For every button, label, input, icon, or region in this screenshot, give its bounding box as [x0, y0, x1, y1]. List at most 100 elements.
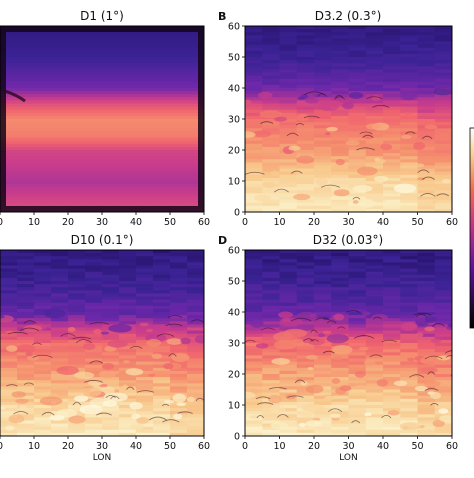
heatmap-cell: [102, 100, 120, 105]
heatmap-cell: [314, 259, 332, 263]
heatmap-cell: [153, 171, 171, 176]
heatmap-cell: [262, 72, 281, 77]
heatmap-cell: [136, 122, 154, 126]
heatmap-cell: [136, 336, 154, 341]
heatmap-cell: [279, 420, 298, 425]
heatmap-cell: [119, 47, 137, 52]
heatmap-cell: [68, 202, 86, 207]
heatmap-cell: [153, 60, 171, 64]
heatmap-cell: [314, 50, 332, 55]
eddy-filament: [422, 176, 435, 180]
heatmap-cell: [348, 84, 367, 89]
heatmap-cell: [331, 153, 350, 157]
heatmap-cell: [434, 199, 452, 204]
heatmap-cell: [365, 383, 384, 387]
heatmap-cell: [102, 44, 120, 49]
heatmap-cell: [187, 41, 204, 46]
heatmap-cell: [170, 38, 188, 43]
heatmap-cell: [119, 389, 137, 394]
heatmap-cell: [153, 140, 171, 145]
heatmap-cell: [348, 259, 367, 263]
heatmap-cell: [348, 405, 367, 409]
heatmap-cell: [17, 171, 35, 176]
heatmap-cell: [383, 423, 401, 428]
heatmap-cell: [34, 312, 52, 316]
heatmap-cell: [279, 112, 298, 117]
heatmap-cell: [102, 284, 120, 288]
x-tick-label: 10: [273, 217, 285, 228]
heatmap-cell: [262, 187, 281, 191]
heatmap-cell: [279, 106, 298, 111]
heatmap-cell: [262, 174, 281, 179]
heatmap-cell: [262, 78, 281, 83]
heatmap-cell: [153, 330, 171, 335]
heatmap-cell: [102, 50, 120, 55]
heatmap-cell: [34, 91, 52, 95]
heatmap-cell: [153, 193, 171, 198]
heatmap-cell: [383, 137, 401, 142]
heatmap-cell: [17, 119, 35, 123]
heatmap-cell: [331, 196, 350, 201]
heatmap-cell: [119, 268, 137, 273]
heatmap-cell: [0, 60, 18, 64]
heatmap-cell: [136, 75, 154, 80]
heatmap-cell: [153, 290, 171, 294]
heatmap-cell: [365, 174, 384, 179]
heatmap-cell: [170, 386, 188, 391]
heatmap-cell: [296, 63, 315, 67]
heatmap-cell: [153, 417, 171, 422]
heatmap-cell: [34, 53, 52, 58]
heatmap-cell: [153, 395, 171, 400]
heatmap-cell: [170, 162, 188, 167]
heatmap-cell: [365, 370, 384, 375]
heatmap-cell: [102, 429, 120, 434]
heatmap-cell: [331, 150, 350, 154]
heatmap-cell: [434, 171, 452, 176]
eddy-mark: [355, 384, 366, 389]
heatmap-cell: [170, 63, 188, 67]
heatmap-cell: [119, 150, 137, 154]
eddy-mark: [326, 126, 338, 132]
heatmap-cell: [365, 128, 384, 132]
heatmap-cell: [296, 432, 315, 436]
heatmap-cell: [245, 208, 263, 212]
heatmap-cell: [417, 290, 436, 294]
heatmap-cell: [296, 109, 315, 114]
heatmap-cell: [17, 94, 35, 98]
heatmap-cell: [153, 265, 171, 270]
heatmap-cell: [417, 346, 436, 350]
heatmap-cell: [383, 57, 401, 61]
heatmap-cell: [51, 128, 69, 132]
heatmap-cell: [170, 91, 188, 95]
heatmap-cell: [187, 128, 204, 132]
heatmap-cell: [296, 208, 315, 212]
heatmap-cell: [365, 386, 384, 391]
heatmap-cell: [331, 361, 350, 366]
heatmap-cell: [348, 174, 367, 179]
heatmap-cell: [400, 395, 419, 400]
eddy-mark: [271, 357, 291, 365]
heatmap-cell: [383, 281, 401, 285]
heatmap-cell: [17, 199, 35, 204]
heatmap-cell: [365, 26, 384, 30]
heatmap-cell: [17, 432, 35, 436]
heatmap-cell: [0, 429, 18, 434]
heatmap-cell: [0, 32, 18, 36]
heatmap-cell: [153, 174, 171, 179]
heatmap-cell: [119, 274, 137, 279]
heatmap-cell: [365, 100, 384, 105]
heatmap-cell: [34, 35, 52, 39]
heatmap-cell: [296, 125, 315, 129]
eddy-mark: [371, 194, 387, 203]
heatmap-cell: [296, 53, 315, 58]
heatmap-cell: [434, 38, 452, 43]
heatmap-cell: [68, 137, 86, 142]
heatmap-cell: [365, 146, 384, 151]
heatmap-cell: [119, 162, 137, 167]
heatmap-cell: [383, 352, 401, 356]
heatmap-cell: [262, 432, 281, 436]
heatmap-cell: [85, 103, 103, 108]
heatmap-cell: [153, 414, 171, 418]
heatmap-cell: [170, 305, 188, 310]
heatmap-cell: [365, 367, 384, 372]
